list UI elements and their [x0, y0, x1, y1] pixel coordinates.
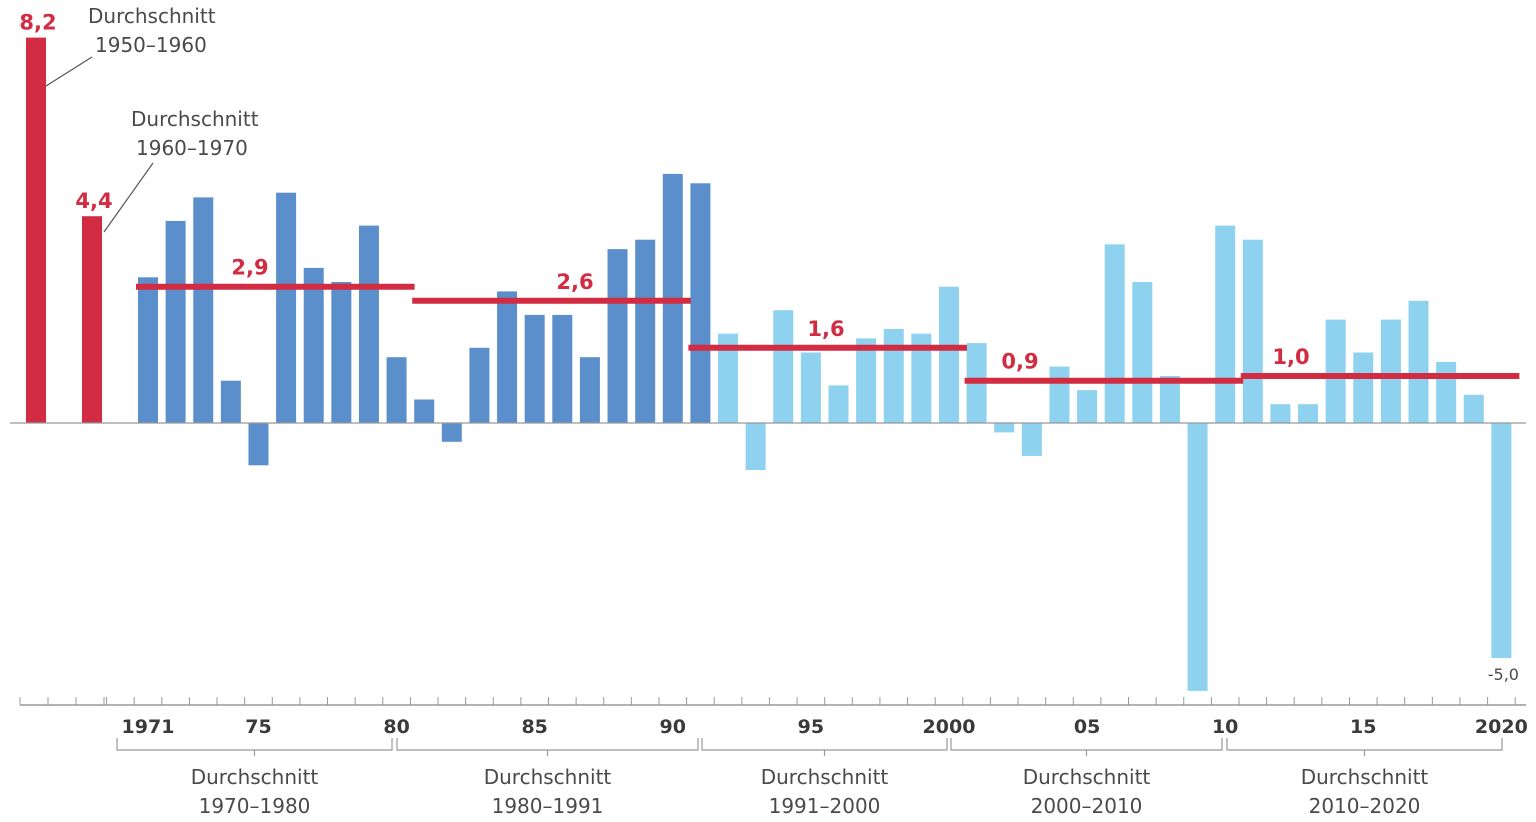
- average-value-label: 1,6: [807, 317, 844, 341]
- period-bracket: [1226, 738, 1503, 751]
- bar-1995: [800, 352, 821, 423]
- bar-1992: [718, 333, 739, 423]
- historical-bar-1950–1960: [26, 37, 46, 423]
- average-value-label: 0,9: [1001, 350, 1038, 374]
- period-range: 2010–2020: [1309, 794, 1421, 818]
- average-lines-layer: [136, 283, 1520, 384]
- bar-1998: [883, 329, 904, 423]
- period-label: Durchschnitt: [191, 765, 319, 789]
- x-tick-label: 75: [245, 716, 271, 738]
- bar-1971: [138, 277, 158, 423]
- bar-2011: [1242, 239, 1263, 423]
- annotation-period: 1960–1970: [136, 136, 248, 160]
- period-bracket: [950, 738, 1223, 751]
- bar-1991: [690, 183, 711, 423]
- x-tick-label: 90: [660, 716, 686, 738]
- labels-layer: 8,2 4,4 Durchschnitt 1950–1960 Durchschnitt 1…: [19, 4, 1519, 684]
- period-label: Durchschnitt: [1023, 765, 1151, 789]
- x-tick-label: 2000: [923, 716, 976, 738]
- period-label: Durchschnitt: [484, 765, 612, 789]
- period-bracket: [396, 738, 699, 751]
- bar-1988: [607, 249, 628, 423]
- bar-1982: [441, 423, 462, 442]
- leader-line: [45, 56, 93, 87]
- bar-2017: [1408, 300, 1429, 423]
- historical-bar-value-label: 4,4: [75, 189, 112, 213]
- bar-1979: [358, 225, 379, 423]
- historical-bar-1960–1970: [82, 216, 102, 423]
- x-tick-label: 80: [383, 716, 409, 738]
- leader-line: [103, 162, 154, 233]
- period-range: 1970–1980: [199, 794, 311, 818]
- bar-1983: [469, 347, 490, 423]
- bar-1974: [220, 380, 241, 423]
- x-tick-label: 05: [1074, 716, 1100, 738]
- bar-2005: [1077, 390, 1098, 423]
- bar-1989: [635, 239, 656, 423]
- bar-2013: [1298, 404, 1319, 423]
- bar-2012: [1270, 404, 1291, 423]
- bar-1994: [773, 310, 794, 423]
- x-axis: 1971 75 80 85 90 95 2000 05 10 15 2020: [19, 697, 1528, 738]
- bar-1976: [276, 192, 297, 423]
- bar-2015: [1353, 352, 1374, 423]
- bar-2000: [938, 286, 959, 423]
- period-brackets: Durchschnitt 1970–1980 Durchschnitt 1980–19…: [116, 738, 1503, 818]
- bars-layer: [26, 37, 1512, 691]
- bar-1986: [552, 314, 573, 423]
- historical-bar-value-label: 8,2: [19, 11, 56, 35]
- bar-value-label: -5,0: [1488, 665, 1519, 684]
- bar-1973: [193, 197, 214, 423]
- annotation-period: 1950–1960: [95, 33, 207, 57]
- annotation-label: Durchschnitt: [131, 107, 259, 131]
- bar-2008: [1159, 376, 1180, 423]
- bar-1984: [497, 291, 518, 423]
- period-bracket: [116, 738, 393, 751]
- period-range: 2000–2010: [1031, 794, 1143, 818]
- period-range: 1980–1991: [492, 794, 604, 818]
- bar-2002: [994, 423, 1015, 433]
- bar-2007: [1132, 282, 1153, 423]
- bar-1980: [386, 357, 407, 423]
- bar-1985: [524, 314, 545, 423]
- bar-2003: [1021, 423, 1042, 456]
- x-tick-label: 1971: [122, 716, 175, 738]
- period-label: Durchschnitt: [1301, 765, 1429, 789]
- bar-2006: [1104, 244, 1125, 423]
- bar-1977: [303, 267, 324, 423]
- period-range: 1991–2000: [769, 794, 881, 818]
- x-tick-label: 15: [1350, 716, 1376, 738]
- period-bracket: [701, 738, 948, 751]
- bar-1993: [745, 423, 766, 470]
- bar-2009: [1187, 423, 1208, 691]
- bar-1975: [248, 423, 269, 466]
- bar-2019: [1463, 394, 1484, 423]
- average-value-label: 2,6: [556, 270, 593, 294]
- x-tick-label: 85: [521, 716, 547, 738]
- bar-2020: [1491, 423, 1512, 658]
- bar-2016: [1380, 319, 1401, 423]
- annotation-label: Durchschnitt: [88, 4, 216, 28]
- x-tick-label: 95: [798, 716, 824, 738]
- x-tick-label: 2020: [1475, 716, 1528, 738]
- bar-2004: [1049, 366, 1070, 423]
- bar-2014: [1325, 319, 1346, 423]
- bar-1999: [911, 333, 932, 423]
- bar-2010: [1215, 225, 1236, 423]
- average-value-label: 1,0: [1272, 345, 1309, 369]
- bar-2018: [1436, 361, 1457, 423]
- bar-1972: [165, 220, 186, 423]
- bar-1997: [856, 338, 877, 423]
- bar-1996: [828, 385, 849, 423]
- period-label: Durchschnitt: [761, 765, 889, 789]
- bar-1981: [414, 399, 435, 423]
- x-tick-label: 10: [1212, 716, 1238, 738]
- bar-1987: [579, 357, 600, 423]
- bar-1978: [331, 282, 352, 423]
- average-value-label: 2,9: [231, 256, 268, 280]
